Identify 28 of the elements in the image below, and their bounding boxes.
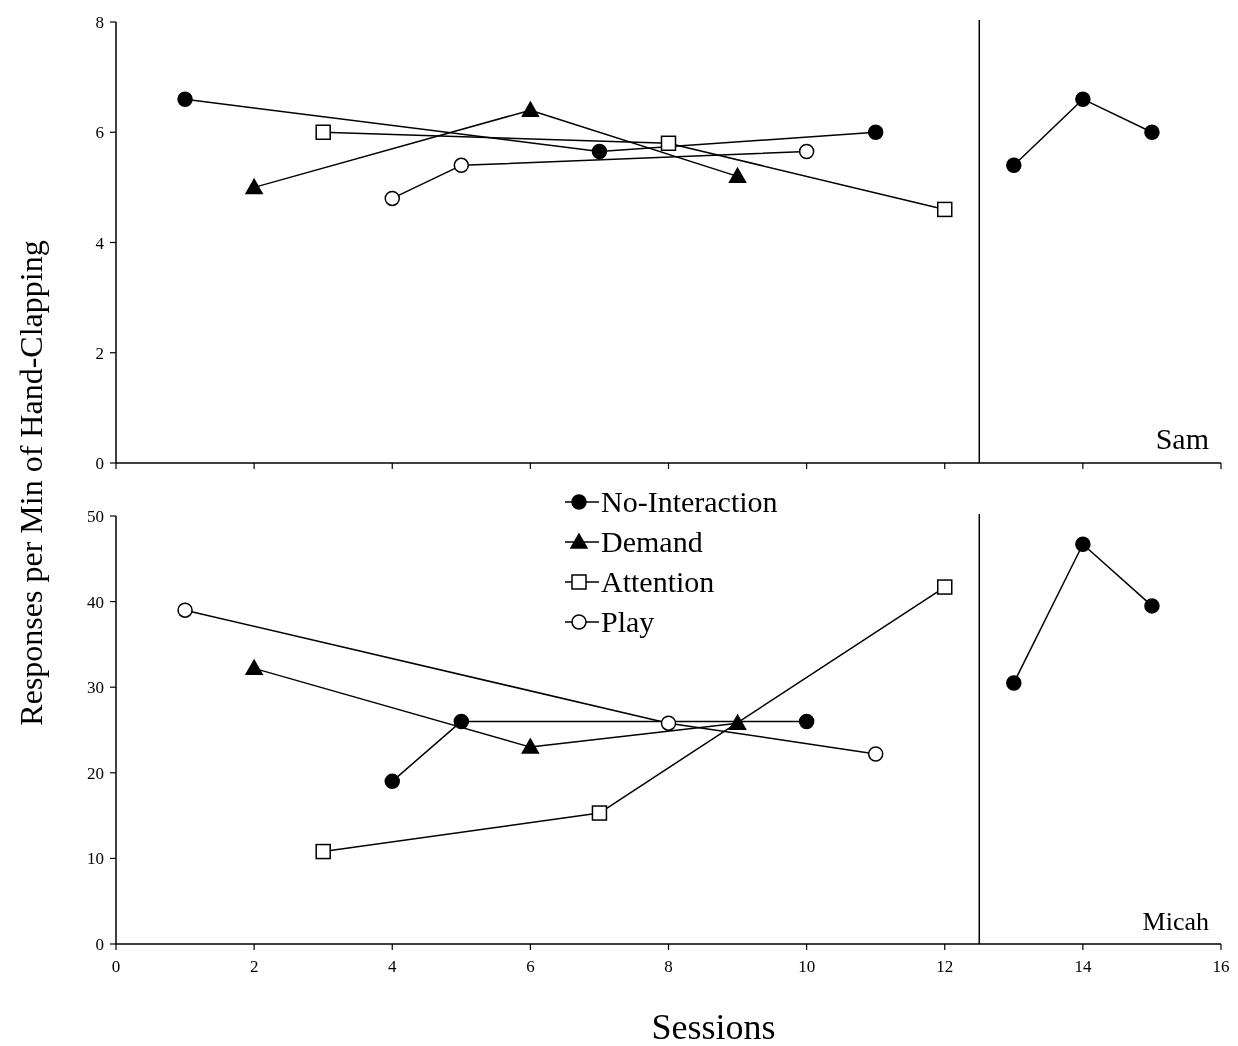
legend-label: Demand	[601, 525, 703, 558]
y-tick-label: 2	[95, 343, 104, 363]
x-tick-label: 12	[936, 957, 954, 976]
x-tick-label: 10	[798, 957, 816, 976]
annotation: Micah	[1142, 907, 1209, 936]
annotation: Sam	[1155, 422, 1209, 455]
legend-label: Attention	[601, 565, 715, 598]
y-tick-label: 0	[95, 935, 104, 954]
y-axis-title: Responses per Min of Hand-Clapping	[13, 240, 49, 726]
y-tick-label: 50	[87, 507, 104, 526]
legend-label: Play	[601, 605, 655, 638]
legend-label: No-Interaction	[601, 485, 778, 518]
x-tick-label: 6	[526, 957, 535, 976]
x-tick-label: 16	[1212, 957, 1230, 976]
x-tick-label: 2	[249, 957, 259, 976]
y-tick-label: 30	[87, 678, 104, 698]
x-tick-label: 14	[1074, 957, 1092, 976]
y-tick-label: 4	[95, 233, 105, 253]
x-tick-label: 0	[111, 957, 121, 976]
x-tick-label: 8	[664, 957, 673, 976]
y-tick-label: 10	[87, 849, 104, 869]
y-tick-label: 40	[87, 592, 104, 612]
y-tick-label: 20	[87, 763, 104, 783]
x-tick-label: 4	[388, 957, 397, 976]
y-tick-label: 6	[95, 123, 104, 143]
y-tick-label: 0	[95, 454, 104, 473]
x-axis-title: Sessions	[651, 1007, 776, 1046]
y-tick-label: 8	[95, 13, 104, 32]
